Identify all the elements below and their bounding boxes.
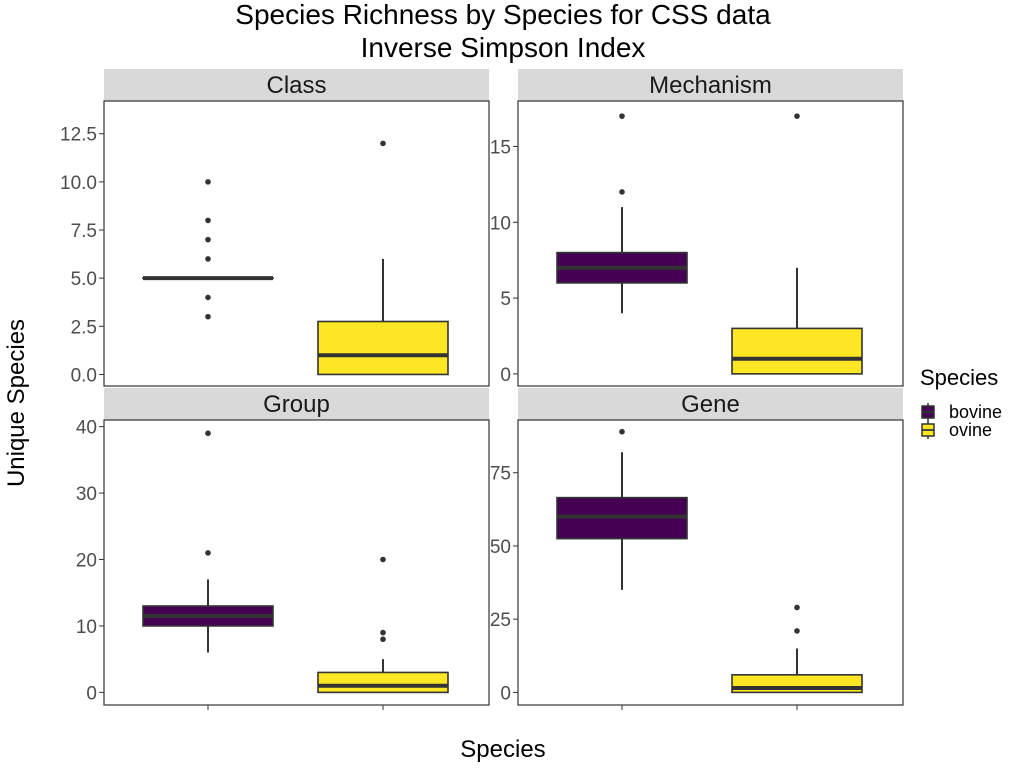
box-bovine [143, 430, 273, 652]
outlier-point [619, 189, 625, 195]
y-tick-label: 25 [490, 610, 511, 631]
panel-gene: Gene 0 25 50 75 [490, 388, 903, 710]
y-tick-label: 50 [490, 537, 511, 558]
y-tick-label: 12.5 [60, 125, 97, 146]
outlier-point [380, 630, 386, 636]
outlier-point [794, 605, 800, 611]
y-tick-label: 10.0 [60, 173, 97, 194]
box-bovine [557, 429, 687, 590]
outlier-point [205, 237, 211, 243]
panels: Class 0.0 2.5 5.0 7.5 10.0 12.5 Mechanism 0 5 10 15… [60, 69, 903, 710]
panel-class: Class 0.0 2.5 5.0 7.5 10.0 12.5 [60, 69, 489, 386]
box-bovine [557, 113, 687, 313]
facet-strip-label: Group [263, 391, 330, 418]
legend-title: Species [920, 365, 998, 390]
box-iqr [732, 328, 862, 373]
y-tick-label: 10 [76, 617, 97, 638]
box-ovine [732, 605, 862, 693]
box-iqr [318, 672, 448, 692]
y-tick-label: 0 [500, 365, 511, 386]
outlier-point [619, 113, 625, 119]
panel-border [104, 420, 489, 705]
chart-subtitle: Inverse Simpson Index [361, 32, 646, 63]
outlier-point [205, 430, 211, 436]
y-tick-label: 7.5 [71, 221, 97, 242]
y-tick-label: 40 [76, 418, 97, 439]
outlier-point [205, 179, 211, 185]
outlier-point [619, 429, 625, 435]
outlier-point [205, 218, 211, 224]
legend-label: ovine [949, 420, 992, 440]
y-tick-label: 0.0 [71, 365, 97, 386]
y-tick-label: 5.0 [71, 269, 97, 290]
outlier-point [205, 314, 211, 320]
panel-group: Group 0 10 20 30 40 [76, 388, 489, 710]
outlier-point [794, 113, 800, 119]
y-tick-label: 2.5 [71, 317, 97, 338]
box-ovine [732, 113, 862, 374]
outlier-point [380, 636, 386, 642]
facet-strip-label: Mechanism [649, 72, 772, 99]
y-tick-label: 75 [490, 464, 511, 485]
y-tick-label: 15 [490, 137, 511, 158]
y-axis-title: Unique Species [3, 319, 30, 487]
facet-strip-label: Gene [681, 391, 740, 418]
y-tick-label: 0 [86, 683, 97, 704]
y-tick-label: 20 [76, 551, 97, 572]
legend-entry-bovine: bovine [922, 402, 1002, 422]
box-ovine [318, 557, 448, 693]
box-iqr [318, 321, 448, 374]
legend-entry-ovine: ovine [922, 420, 992, 440]
y-tick-label: 0 [500, 683, 511, 704]
y-tick-label: 10 [490, 213, 511, 234]
y-tick-label: 5 [500, 289, 511, 310]
box-ovine [318, 141, 448, 375]
box-bovine [143, 179, 273, 319]
panel-mechanism: Mechanism 0 5 10 15 [490, 69, 903, 386]
legend-label: bovine [949, 402, 1002, 422]
panel-border [518, 420, 903, 705]
y-tick-label: 30 [76, 484, 97, 505]
facet-strip-label: Class [266, 72, 326, 99]
chart-title: Species Richness by Species for CSS data [235, 0, 771, 30]
outlier-point [205, 295, 211, 301]
outlier-point [794, 628, 800, 634]
outlier-point [205, 550, 211, 556]
x-axis-title: Species [460, 736, 545, 763]
outlier-point [380, 141, 386, 147]
outlier-point [380, 557, 386, 563]
outlier-point [205, 256, 211, 262]
